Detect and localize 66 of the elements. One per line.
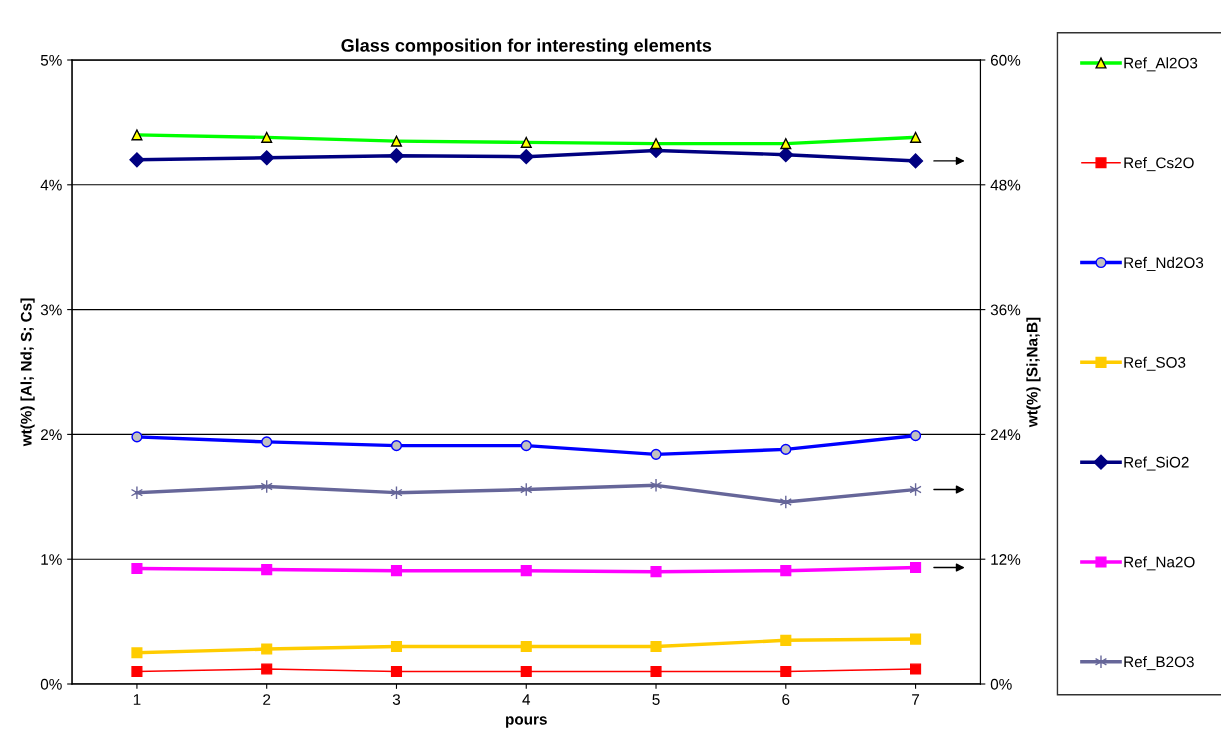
legend-label: Ref_B2O3 (1124, 656, 1194, 671)
point (780, 665, 792, 678)
legend-label: Ref_SiO2 (1124, 456, 1189, 471)
point (649, 478, 663, 493)
legend-label: Ref_Nd2O3 (1124, 256, 1204, 271)
point (388, 148, 405, 164)
x-tick-label: 4 (522, 694, 531, 705)
y2-tick-label: 60% (990, 54, 1021, 66)
point (650, 641, 662, 653)
point (520, 665, 532, 678)
legend-label: Ref_Al2O3 (1124, 57, 1198, 72)
point (910, 633, 922, 645)
y2-tick-label: 36% (990, 304, 1021, 316)
y2-tick-label: 12% (991, 554, 1021, 565)
legend-label: Ref_SO3 (1124, 356, 1186, 371)
point (910, 561, 922, 574)
point (259, 150, 275, 166)
point (390, 565, 403, 577)
point (520, 565, 532, 577)
point (131, 647, 143, 659)
y2-axis-title: wt(%) [Si;Na;B] (1026, 317, 1041, 428)
point (520, 641, 532, 653)
point (650, 566, 662, 578)
point (129, 152, 145, 168)
point (780, 565, 792, 577)
x-axis-title: pours (506, 716, 547, 728)
y-tick-label: 1% (41, 554, 62, 565)
point (261, 643, 273, 655)
point (261, 564, 273, 576)
point (650, 665, 662, 678)
legend-label: Ref_Na2O (1124, 556, 1195, 571)
y2-tick-label: 0% (990, 678, 1012, 690)
point (131, 563, 143, 575)
y-axis-title: wt(%) [Al; Nd; S; Cs] (20, 298, 35, 447)
y-tick-label: 4% (40, 179, 62, 191)
point (910, 663, 922, 675)
point (261, 436, 273, 448)
y-tick-label: 0% (40, 678, 62, 690)
point (390, 665, 403, 678)
point (778, 147, 794, 163)
y2-tick-label: 48% (990, 179, 1021, 191)
point (261, 663, 273, 675)
x-tick-label: 2 (263, 694, 271, 705)
y-tick-label: 2% (41, 429, 62, 441)
point (131, 665, 143, 678)
point (910, 430, 922, 442)
x-tick-label: 6 (782, 694, 790, 705)
point (131, 431, 143, 443)
point (780, 634, 792, 646)
point (390, 440, 403, 452)
point (518, 149, 534, 165)
point (390, 641, 403, 653)
y2-tick-label: 24% (990, 429, 1021, 441)
y-tick-label: 3% (40, 304, 62, 316)
x-tick-label: 5 (652, 694, 660, 705)
chart-title: Glass composition for interesting elements (341, 38, 712, 56)
y-tick-label: 5% (40, 54, 62, 66)
point (908, 153, 924, 169)
legend-label: Ref_Cs2O (1124, 157, 1194, 172)
point (650, 448, 662, 460)
point (520, 440, 532, 452)
point (130, 485, 144, 500)
x-tick-label: 7 (912, 694, 920, 705)
x-tick-label: 1 (133, 694, 141, 705)
point (780, 443, 792, 455)
x-tick-label: 3 (392, 694, 401, 705)
